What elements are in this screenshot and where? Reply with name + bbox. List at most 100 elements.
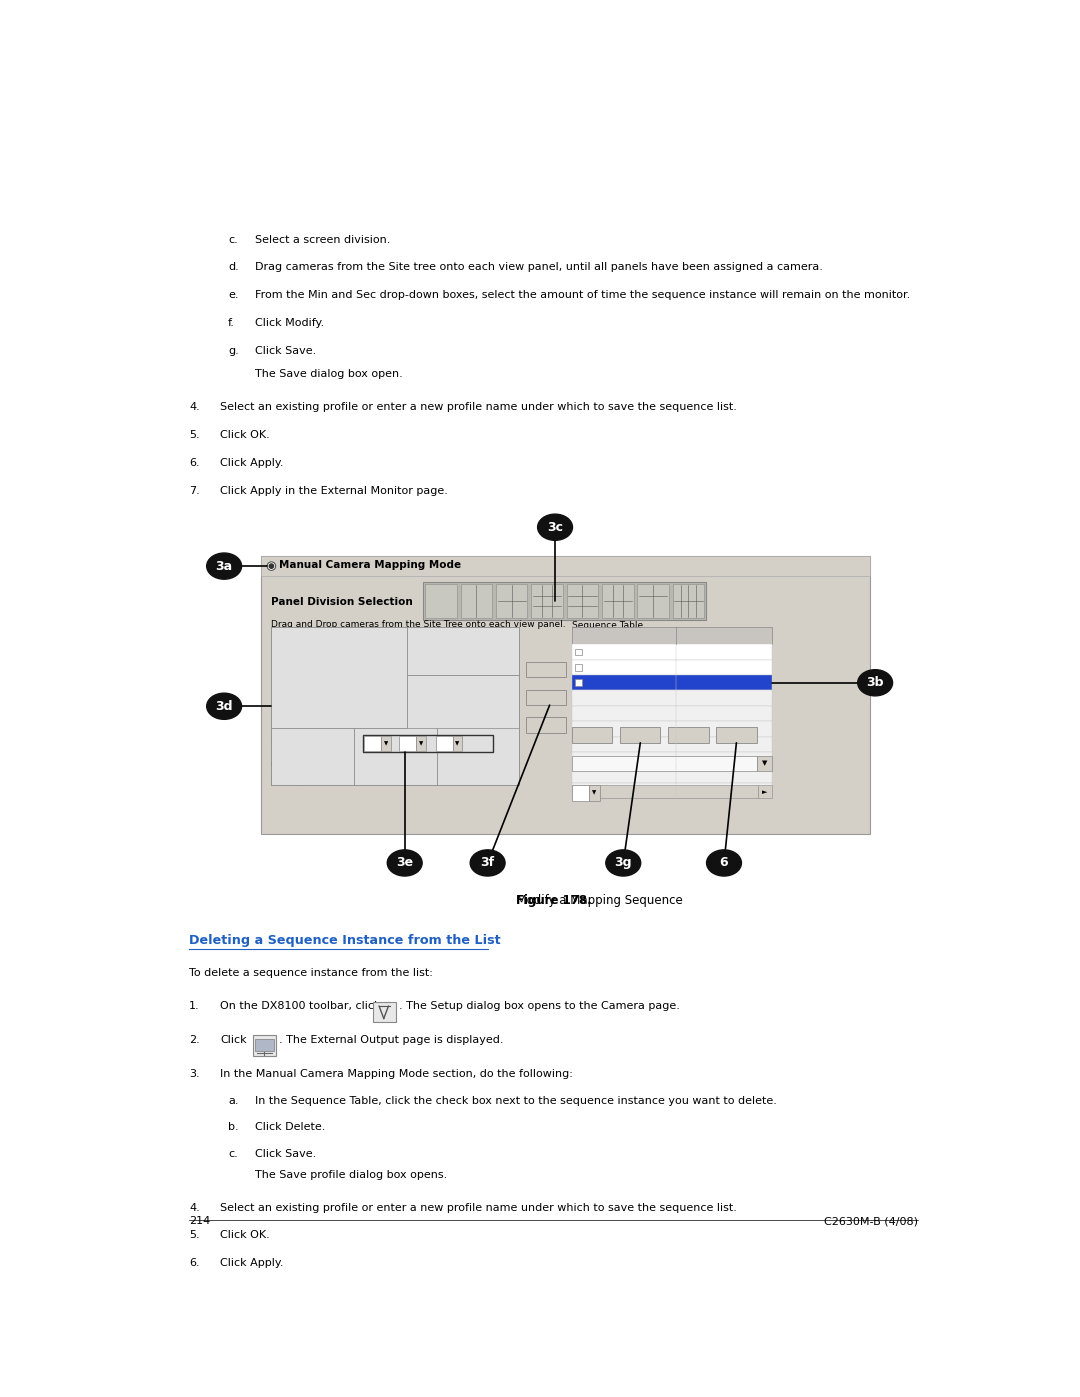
Text: c.: c.	[228, 235, 238, 244]
Text: Select an existing profile or enter a new profile name under which to save the s: Select an existing profile or enter a ne…	[220, 1203, 738, 1213]
Ellipse shape	[706, 849, 742, 876]
FancyBboxPatch shape	[271, 728, 354, 785]
Text: 6: 6	[719, 856, 728, 869]
FancyBboxPatch shape	[526, 718, 566, 733]
FancyBboxPatch shape	[406, 675, 519, 729]
FancyBboxPatch shape	[572, 756, 757, 771]
Text: ▼: ▼	[384, 740, 388, 746]
FancyBboxPatch shape	[620, 728, 661, 743]
FancyBboxPatch shape	[757, 756, 772, 771]
Text: 214: 214	[189, 1217, 211, 1227]
Text: Figure 178.: Figure 178.	[515, 894, 592, 907]
Ellipse shape	[206, 553, 242, 580]
Text: 4.: 4.	[189, 1203, 200, 1213]
FancyBboxPatch shape	[426, 584, 457, 619]
Ellipse shape	[538, 514, 572, 541]
Text: ▼: ▼	[456, 740, 459, 746]
Ellipse shape	[388, 849, 422, 876]
FancyBboxPatch shape	[255, 1038, 273, 1051]
Text: Apply: Apply	[724, 731, 750, 739]
Text: 6.: 6.	[189, 458, 200, 468]
FancyBboxPatch shape	[572, 785, 590, 800]
Text: Override monitor output in response to this type of event.: Override monitor output in response to t…	[271, 760, 516, 768]
FancyBboxPatch shape	[381, 736, 391, 752]
FancyBboxPatch shape	[416, 736, 426, 752]
Text: f.: f.	[228, 317, 234, 328]
Ellipse shape	[858, 669, 892, 696]
Text: g.: g.	[228, 345, 239, 355]
Ellipse shape	[606, 849, 640, 876]
Text: 3f: 3f	[481, 856, 495, 869]
FancyBboxPatch shape	[576, 648, 582, 655]
FancyBboxPatch shape	[716, 728, 757, 743]
Text: 0 Min 9 Sec: 0 Min 9 Sec	[680, 678, 733, 686]
FancyBboxPatch shape	[435, 736, 453, 752]
FancyBboxPatch shape	[531, 584, 563, 619]
FancyBboxPatch shape	[572, 752, 772, 767]
FancyBboxPatch shape	[253, 1035, 276, 1056]
FancyBboxPatch shape	[572, 736, 772, 752]
Text: Sec: Sec	[464, 738, 480, 747]
Text: In the Sequence Table, click the check box next to the sequence instance you wan: In the Sequence Table, click the check b…	[255, 1097, 777, 1106]
FancyBboxPatch shape	[460, 584, 492, 619]
Text: 5.: 5.	[189, 430, 200, 440]
FancyBboxPatch shape	[572, 644, 772, 659]
Text: Load: Load	[581, 731, 603, 739]
Text: Delete: Delete	[530, 719, 561, 729]
Text: 9: 9	[442, 738, 447, 747]
FancyBboxPatch shape	[637, 584, 669, 619]
FancyBboxPatch shape	[406, 627, 519, 675]
Text: Manual Camera Mapping Mode: Manual Camera Mapping Mode	[279, 560, 461, 570]
Text: 2: 2	[586, 662, 592, 671]
Text: In the Manual Camera Mapping Mode section, do the following:: In the Manual Camera Mapping Mode sectio…	[220, 1069, 573, 1078]
Text: Modify a Mapping Sequence: Modify a Mapping Sequence	[510, 894, 683, 907]
Text: a.: a.	[228, 1097, 239, 1106]
Text: Add: Add	[537, 665, 554, 673]
Text: 3: 3	[586, 678, 592, 686]
FancyBboxPatch shape	[496, 584, 527, 619]
FancyBboxPatch shape	[572, 627, 772, 644]
Text: Ch:6: Ch:6	[468, 760, 488, 768]
Text: 3: 3	[370, 738, 376, 747]
FancyBboxPatch shape	[572, 690, 772, 705]
Text: Ch:5: Ch:5	[386, 760, 406, 768]
FancyBboxPatch shape	[673, 584, 704, 619]
Text: 3b: 3b	[866, 676, 883, 689]
Text: Save: Save	[630, 731, 651, 739]
Text: ▼: ▼	[419, 740, 423, 746]
FancyBboxPatch shape	[758, 785, 772, 798]
FancyBboxPatch shape	[373, 1002, 396, 1023]
Text: 1.: 1.	[189, 1000, 200, 1011]
FancyBboxPatch shape	[572, 728, 612, 743]
Text: Modify: Modify	[530, 692, 561, 701]
FancyBboxPatch shape	[602, 584, 634, 619]
FancyBboxPatch shape	[572, 785, 758, 798]
Text: The Save profile dialog box opens.: The Save profile dialog box opens.	[255, 1171, 447, 1180]
Text: Click: Click	[220, 1035, 247, 1045]
Text: Ch:4: Ch:4	[302, 760, 323, 768]
Text: Deleting a Sequence Instance from the List: Deleting a Sequence Instance from the Li…	[189, 933, 501, 947]
FancyBboxPatch shape	[567, 584, 598, 619]
Text: Click Save.: Click Save.	[255, 345, 316, 355]
FancyBboxPatch shape	[526, 690, 566, 705]
Text: ▼: ▼	[593, 791, 597, 795]
FancyBboxPatch shape	[354, 728, 436, 785]
Text: c.: c.	[228, 1148, 238, 1158]
Text: 2.: 2.	[189, 1035, 200, 1045]
Text: Click Save.: Click Save.	[255, 1148, 316, 1158]
Text: 0: 0	[405, 738, 410, 747]
Text: To delete a sequence instance from the list:: To delete a sequence instance from the l…	[189, 968, 433, 978]
Text: b.: b.	[228, 1122, 239, 1133]
Text: Duration: Duration	[683, 630, 721, 640]
Text: Delete: Delete	[673, 731, 703, 739]
Text: Click Apply in the External Monitor page.: Click Apply in the External Monitor page…	[220, 486, 448, 496]
Text: d.: d.	[228, 263, 239, 272]
FancyBboxPatch shape	[400, 736, 416, 752]
Text: Sequence: Sequence	[594, 630, 638, 640]
Text: C2630M-B (4/08): C2630M-B (4/08)	[824, 1217, 918, 1227]
Text: 0 Min 30 Sec: 0 Min 30 Sec	[680, 662, 739, 671]
FancyBboxPatch shape	[260, 556, 869, 834]
Text: 1: 1	[578, 788, 583, 798]
Text: 6.: 6.	[189, 1257, 200, 1268]
Text: Click Apply.: Click Apply.	[220, 458, 284, 468]
